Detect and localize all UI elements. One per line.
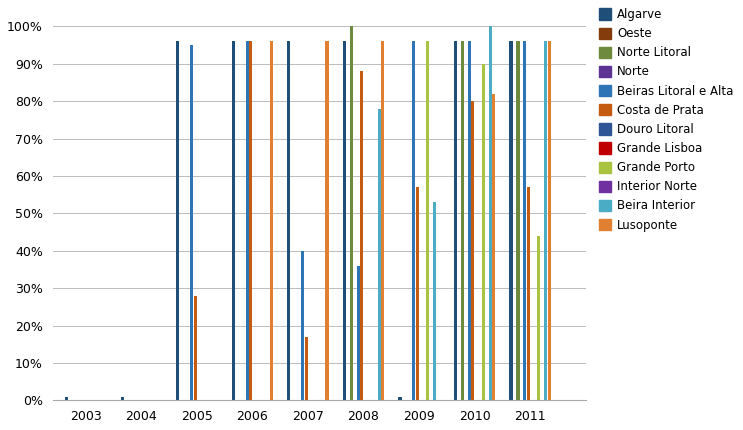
Bar — [516, 41, 519, 400]
Legend: Algarve, Oeste, Norte Litoral, Norte, Beiras Litoral e Alta, Costa de Prata, Dou: Algarve, Oeste, Norte Litoral, Norte, Be… — [597, 6, 736, 234]
Bar — [461, 41, 464, 400]
Bar — [360, 71, 363, 400]
Bar — [381, 41, 384, 400]
Bar — [468, 41, 471, 400]
Bar — [343, 41, 346, 400]
Bar — [471, 101, 474, 400]
Bar — [492, 94, 496, 400]
Bar — [246, 41, 249, 400]
Bar — [350, 26, 353, 400]
Bar — [270, 41, 273, 400]
Bar — [249, 41, 253, 400]
Bar — [325, 41, 328, 400]
Bar — [527, 187, 530, 400]
Bar — [190, 45, 193, 400]
Bar — [415, 187, 419, 400]
Bar — [288, 41, 291, 400]
Bar — [305, 337, 308, 400]
Bar — [120, 396, 124, 400]
Bar — [537, 236, 540, 400]
Bar — [489, 26, 492, 400]
Bar — [523, 41, 527, 400]
Bar — [398, 396, 401, 400]
Bar — [194, 295, 197, 400]
Bar — [548, 41, 551, 400]
Bar — [454, 41, 457, 400]
Bar — [232, 41, 235, 400]
Bar — [357, 266, 360, 400]
Bar — [426, 41, 429, 400]
Bar — [481, 64, 485, 400]
Bar — [301, 251, 305, 400]
Bar — [544, 41, 548, 400]
Bar — [433, 202, 436, 400]
Bar — [176, 41, 179, 400]
Bar — [510, 41, 513, 400]
Bar — [377, 109, 380, 400]
Bar — [412, 41, 415, 400]
Bar — [65, 396, 68, 400]
